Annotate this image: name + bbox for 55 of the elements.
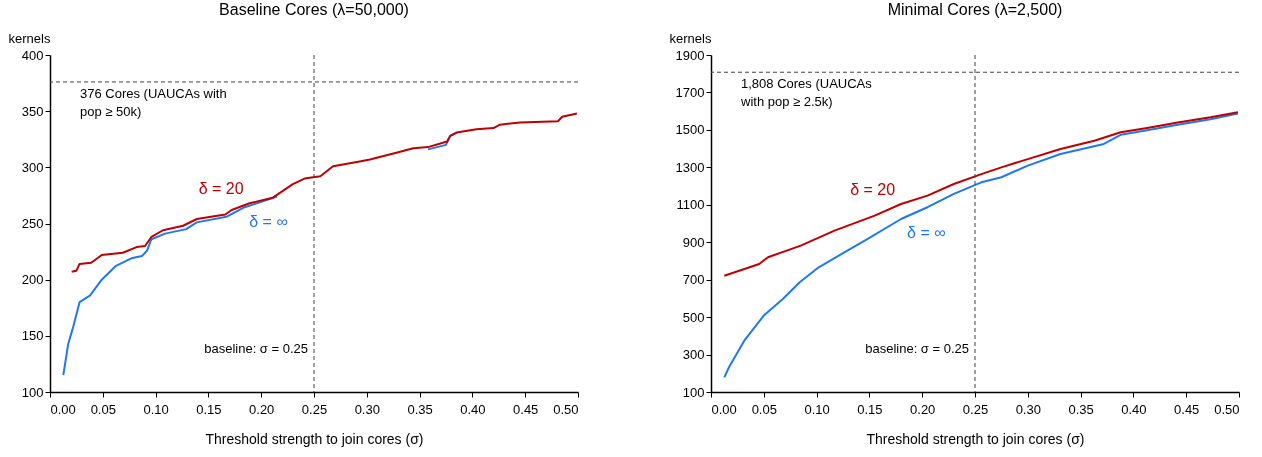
y-tick-label: 100 [21,384,44,400]
y-tick-label: 900 [682,234,705,250]
y-axis-title: kernels [669,30,712,46]
x-tick-label: 0.20 [910,401,936,417]
x-tick-label: 0.30 [1015,401,1041,417]
x-tick-label: 0.15 [857,401,883,417]
x-tick-label: 0.45 [1174,401,1200,417]
ref-line-label: baseline: σ = 0.25 [865,341,969,356]
y-tick-label: 500 [682,309,705,325]
x-tick-label: 0.05 [90,401,116,417]
y-axis-title: kernels [8,30,51,46]
x-tick-label: 0.40 [1121,401,1147,417]
x-tick-label: 0.35 [1068,401,1094,417]
y-tick-label: 1500 [675,122,705,138]
x-tick-label: 0.30 [354,401,380,417]
y-tick-label: 700 [682,272,705,288]
line-series [723,112,1239,379]
y-tick-label: 1300 [675,159,705,175]
y-tick-label: 1900 [675,47,705,63]
y-tick-label: 300 [21,159,44,175]
ref-line-label: 376 Cores (UAUCAs with pop ≥ 50k) [80,85,227,119]
y-tick-label: 200 [21,272,44,288]
x-axis-title: Threshold strength to join cores (σ) [866,430,1085,447]
x-tick-label: 0.15 [196,401,222,417]
y-tick-label: 250 [21,216,44,231]
x-tick-label: 0.50 [553,401,579,417]
y-tick-label: 350 [21,103,44,119]
chart-title: Baseline Cores (λ=50,000) [219,1,409,18]
x-tick-label: 0.20 [249,401,275,417]
series-label: δ = 20 [198,180,244,198]
y-tick-label: 400 [21,47,44,63]
chart-title: Minimal Cores (λ=2,500) [887,1,1063,18]
y-tick-label: 150 [21,328,44,344]
x-tick-label: 0.00 [711,401,737,417]
x-tick-label: 0.40 [460,401,486,417]
x-tick-label: 0.10 [143,401,169,417]
x-tick-label: 0.45 [513,401,539,417]
y-tick-label: 1100 [676,197,705,213]
line-series [723,111,1239,277]
series-label: δ = ∞ [249,212,288,230]
y-tick-label: 300 [682,347,705,363]
x-tick-label: 0.35 [407,401,433,417]
x-tick-label: 0.00 [50,401,76,417]
x-tick-label: 0.05 [751,401,777,417]
series-label: δ = ∞ [907,224,946,242]
x-tick-label: 0.25 [301,401,328,417]
series-label: δ = 20 [850,181,896,199]
ref-line-label: 1,808 Cores (UAUCAs with pop ≥ 2.5k) [740,76,873,110]
x-tick-label: 0.50 [1214,401,1240,417]
y-tick-label: 1700 [675,84,705,100]
x-tick-label: 0.25 [962,401,989,417]
x-tick-label: 0.10 [804,401,830,417]
ref-line-label: baseline: σ = 0.25 [204,341,308,356]
x-axis-title: Threshold strength to join cores (σ) [205,430,424,447]
y-tick-label: 100 [682,384,705,400]
